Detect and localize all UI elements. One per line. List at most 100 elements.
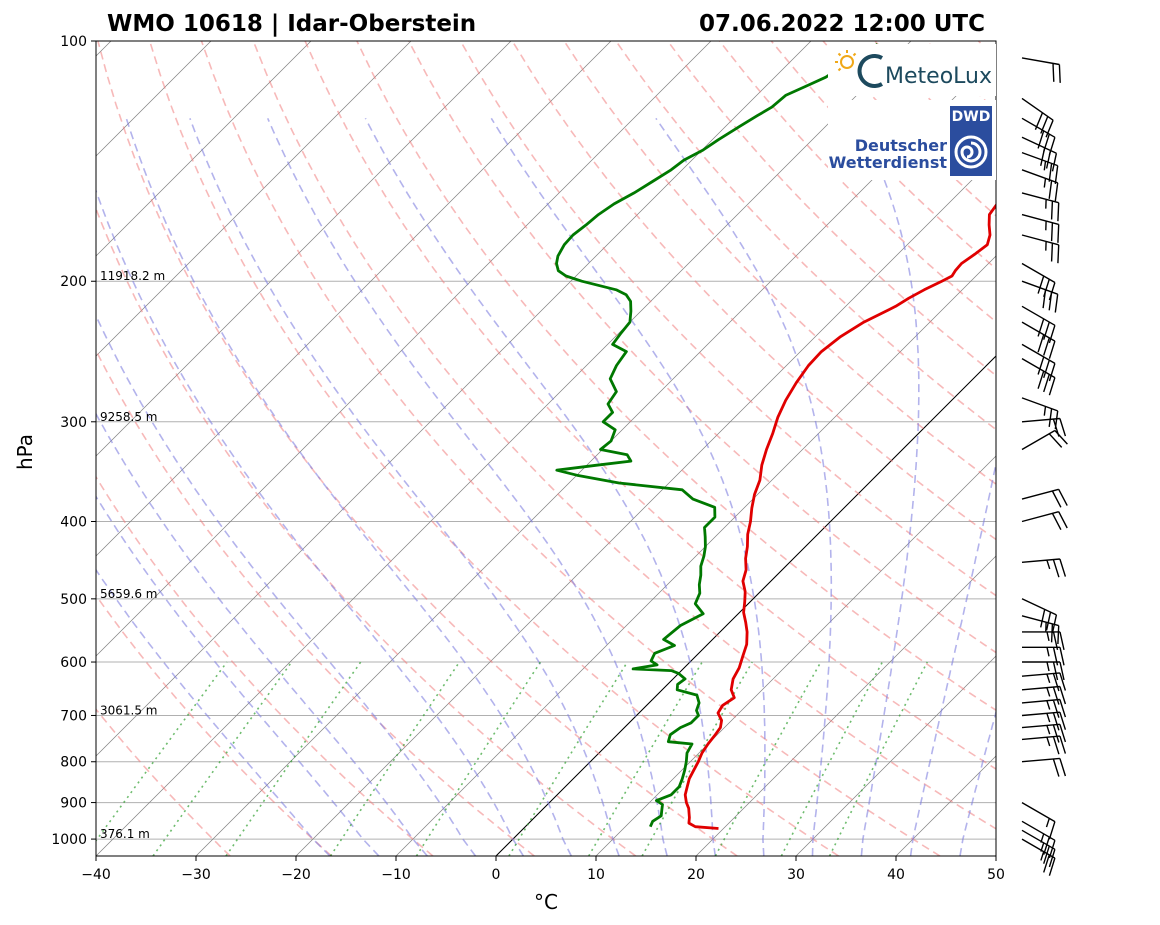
y-axis: 100 200 300 400 500 600 700 800 900 1000	[51, 34, 96, 848]
station-title: WMO 10618 | Idar-Oberstein	[107, 11, 476, 37]
isotherm-line	[96, 41, 312, 257]
wind-barb	[1021, 151, 1059, 184]
wind-barb	[1021, 820, 1056, 859]
dry-adiabat-line	[304, 41, 996, 770]
sun-icon	[835, 50, 857, 72]
wind-barb-shape	[1021, 685, 1067, 705]
moist-adiabat-line	[364, 117, 717, 856]
wind-barb	[1021, 511, 1068, 531]
wind-barb-shape	[1021, 488, 1068, 508]
dwd-text-line2: Wetterdienst	[829, 153, 948, 172]
wind-barb-shape	[1021, 723, 1067, 743]
dwd-badge	[950, 106, 992, 176]
wind-barb	[1022, 646, 1065, 666]
wind-barb-shape	[1021, 169, 1059, 202]
wind-barb-shape	[1021, 97, 1054, 138]
moist-adiabat-line	[96, 568, 331, 856]
wind-barb-shape	[1021, 343, 1056, 382]
height-label: 3061.5 m	[100, 703, 158, 717]
moist-adiabat-line	[96, 188, 525, 856]
y-tick-label: 800	[60, 755, 87, 771]
dry-adiabat-line	[615, 41, 996, 431]
temperature-series-line	[683, 202, 996, 830]
spiral-icon	[954, 135, 988, 169]
wind-barb-shape	[1021, 829, 1056, 868]
wind-barb	[1021, 169, 1059, 202]
x-axis: −40 −30 −20 −10 0 10 20 30 40 50	[81, 856, 1005, 883]
x-tick-label: −40	[81, 867, 111, 883]
isotherm-line	[96, 41, 612, 557]
wind-barb-shape	[1021, 672, 1067, 692]
wind-barb-shape	[1021, 305, 1056, 344]
wind-barb	[1021, 234, 1060, 264]
wind-barb	[1021, 829, 1056, 868]
x-tick-label: 10	[587, 867, 605, 883]
moist-adiabat-line	[855, 117, 920, 856]
x-tick-label: −30	[181, 867, 211, 883]
wind-barb-shape	[1021, 117, 1056, 156]
isotherm-line	[695, 555, 996, 856]
dry-adiabat-line	[667, 41, 996, 377]
wind-barb	[1021, 192, 1060, 222]
wind-barb-shape	[1021, 192, 1060, 222]
wind-barb	[1021, 397, 1059, 430]
height-label: 5659.6 m	[100, 587, 158, 601]
wind-barb-shape	[1021, 558, 1067, 578]
y-tick-label: 500	[60, 592, 87, 608]
meteolux-logo: MeteoLux	[828, 44, 996, 96]
dwd-badge-text: DWD	[952, 109, 991, 125]
wind-barb-shape	[1021, 151, 1059, 184]
wind-barb	[1021, 598, 1058, 634]
dry-adiabat-line	[200, 41, 941, 856]
wind-barb-shape	[1021, 735, 1067, 755]
isotherm-line	[96, 41, 712, 657]
wind-barb	[1022, 631, 1065, 651]
profile-lines	[555, 43, 996, 830]
dry-adiabat-line	[96, 708, 231, 856]
dwd-logo: DWD Deutscher Wetterdienst	[828, 100, 996, 180]
wind-barb	[1021, 711, 1067, 731]
moist-adiabat-line	[96, 412, 428, 856]
height-labels: 376.1 m 3061.5 m 5659.6 m 9258.5 m 11918.2 m	[100, 269, 165, 841]
wind-barb-shape	[1022, 631, 1065, 651]
wind-barb-shape	[1022, 661, 1065, 681]
mixing-ratio-line	[225, 661, 362, 856]
isotherm-line	[96, 41, 912, 856]
wind-barb-shape	[1021, 321, 1056, 359]
y-tick-label: 400	[60, 514, 87, 530]
x-tick-label: −10	[381, 867, 411, 883]
wind-barb	[1021, 685, 1067, 705]
x-tick-label: 30	[787, 867, 805, 883]
wind-barb	[1021, 321, 1056, 359]
wind-barb	[1021, 801, 1056, 840]
mixing-ratio-line	[152, 661, 293, 856]
wind-barb	[1021, 757, 1067, 777]
mixing-ratio-line	[415, 661, 542, 856]
y-tick-label: 300	[60, 415, 87, 431]
y-axis-label: hPa	[13, 434, 37, 470]
wind-barb-shape	[1021, 57, 1061, 83]
wind-barb	[1021, 698, 1067, 718]
x-tick-label: −20	[281, 867, 311, 883]
dry-adiabat-line	[96, 206, 637, 856]
wind-barb	[1021, 735, 1067, 755]
dwd-text-line1: Deutscher	[855, 136, 947, 155]
wind-barb	[1021, 615, 1060, 645]
mixing-ratio-line	[714, 661, 822, 856]
wind-barb-shape	[1021, 234, 1060, 264]
wind-barb	[1021, 213, 1060, 243]
wind-barb	[1021, 117, 1056, 156]
wind-barb-shape	[1021, 397, 1059, 430]
wind-barb	[1021, 723, 1067, 743]
wind-barb-shape	[1022, 646, 1065, 666]
wind-barb-shape	[1021, 757, 1067, 777]
mixing-ratio-line	[508, 661, 628, 856]
dry-adiabat-line	[252, 41, 996, 830]
moist-adiabat-line	[125, 118, 573, 856]
mixing-ratio-line	[96, 661, 228, 843]
mixing-ratio-line	[588, 661, 703, 856]
wind-barb-shape	[1021, 598, 1058, 634]
wind-barb	[1021, 838, 1056, 876]
y-tick-label: 700	[60, 708, 87, 724]
